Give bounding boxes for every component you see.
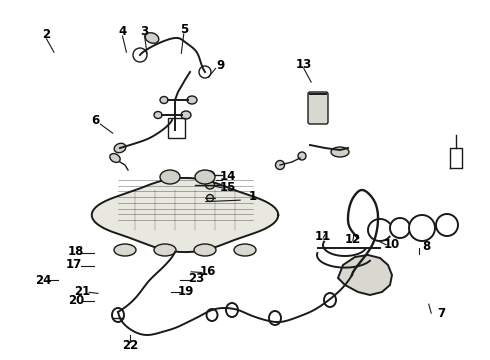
Text: 22: 22 [122,339,138,352]
Ellipse shape [331,147,349,157]
Ellipse shape [160,96,168,104]
Text: 13: 13 [295,58,312,71]
Text: 1: 1 [248,190,256,203]
Ellipse shape [298,152,306,160]
Ellipse shape [160,170,180,184]
Ellipse shape [114,244,136,256]
Text: 6: 6 [92,114,99,127]
Text: 19: 19 [178,285,195,298]
Ellipse shape [205,171,215,179]
Text: 11: 11 [314,230,331,243]
Ellipse shape [206,194,214,202]
Polygon shape [92,178,278,252]
Text: 18: 18 [68,246,84,258]
Text: 14: 14 [220,170,236,183]
Text: 23: 23 [188,273,204,285]
Ellipse shape [145,33,159,43]
Text: 5: 5 [180,23,188,36]
Text: 7: 7 [437,307,445,320]
Ellipse shape [234,244,256,256]
Ellipse shape [181,111,191,119]
Text: 21: 21 [74,285,91,298]
FancyBboxPatch shape [308,92,328,124]
Ellipse shape [114,143,126,153]
Text: 3: 3 [141,25,148,38]
Text: 15: 15 [220,181,236,194]
Text: 20: 20 [68,294,84,307]
Ellipse shape [194,244,216,256]
Polygon shape [338,255,392,295]
Text: 2: 2 [43,28,50,41]
Text: 16: 16 [200,265,217,278]
Ellipse shape [154,244,176,256]
Text: 9: 9 [217,59,224,72]
Text: 10: 10 [384,238,400,251]
Text: 4: 4 [119,25,126,38]
Text: 17: 17 [65,258,82,271]
Ellipse shape [195,170,215,184]
Text: 24: 24 [35,274,51,287]
Text: 12: 12 [344,233,361,246]
Ellipse shape [187,96,197,104]
Ellipse shape [275,161,285,170]
Ellipse shape [110,154,120,162]
Ellipse shape [154,112,162,118]
Ellipse shape [205,181,215,189]
Text: 8: 8 [422,240,430,253]
